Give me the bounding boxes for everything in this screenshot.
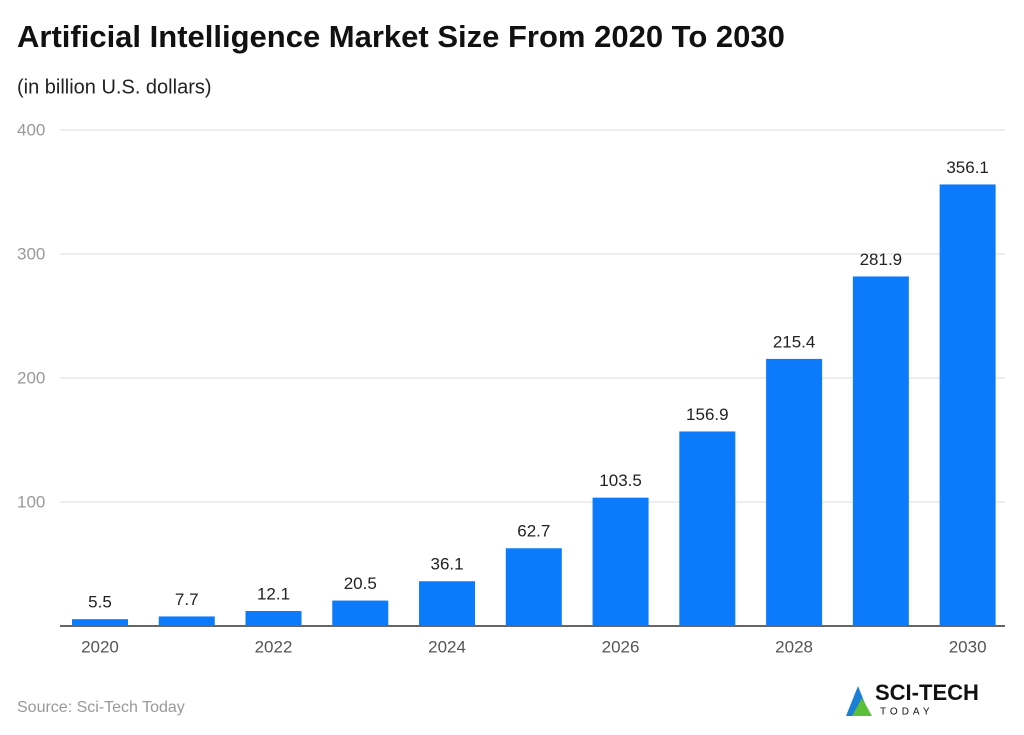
value-label: 103.5	[599, 471, 642, 490]
chart-subtitle: (in billion U.S. dollars)	[17, 76, 212, 98]
x-tick-label: 2028	[775, 637, 813, 656]
logo-icon	[852, 698, 872, 716]
value-label: 215.4	[773, 332, 816, 351]
y-tick-label: 200	[17, 368, 45, 387]
bar	[766, 358, 823, 626]
y-tick-label: 400	[17, 120, 45, 139]
bar	[332, 600, 389, 626]
logo-name: SCI-TECH	[875, 680, 979, 705]
x-tick-label: 2030	[949, 637, 987, 656]
value-label: 281.9	[860, 250, 903, 269]
source: Source: Sci-Tech Today	[17, 699, 185, 716]
x-tick-label: 2020	[81, 637, 119, 656]
logo-tagline: TODAY	[880, 707, 934, 718]
value-label: 12.1	[257, 584, 290, 603]
bar	[245, 610, 302, 626]
value-label: 62.7	[517, 522, 550, 541]
bar	[71, 619, 128, 626]
value-label: 36.1	[430, 555, 463, 574]
logo: SCI-TECH TODAY	[846, 680, 979, 718]
y-tick-label: 300	[17, 244, 45, 263]
x-tick-label: 2022	[255, 637, 293, 656]
value-label: 356.1	[946, 158, 989, 177]
x-tick-label: 2024	[428, 637, 466, 656]
y-tick-label: 100	[17, 492, 45, 511]
bar	[419, 581, 476, 626]
value-label: 5.5	[88, 593, 112, 612]
bar	[679, 431, 736, 626]
chart-title: Artificial Intelligence Market Size From…	[17, 19, 785, 54]
bar	[505, 548, 562, 626]
bar	[592, 497, 649, 626]
value-label: 20.5	[344, 574, 377, 593]
bar	[939, 184, 996, 626]
x-tick-label: 2026	[602, 637, 640, 656]
value-label: 7.7	[175, 590, 199, 609]
bar	[852, 276, 909, 626]
value-label: 156.9	[686, 405, 729, 424]
bar	[158, 616, 215, 626]
